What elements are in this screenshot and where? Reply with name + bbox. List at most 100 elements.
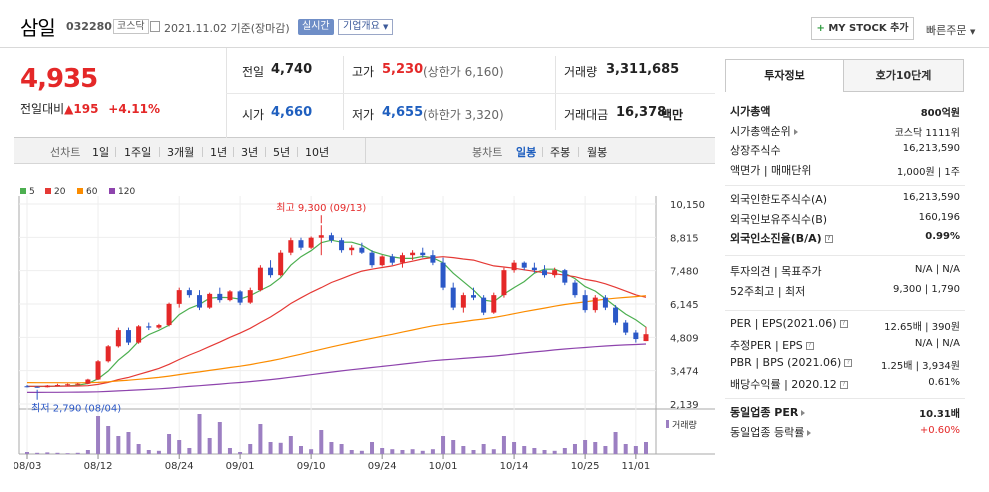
info-label: 추정PER | EPS?: [730, 337, 814, 353]
period-1y[interactable]: 1년: [210, 146, 228, 159]
volume-bar: [603, 446, 608, 454]
volume-bar: [278, 442, 283, 454]
volume-bar: [136, 444, 141, 454]
arrow-right-icon[interactable]: [793, 128, 798, 135]
volume-bar: [258, 424, 263, 454]
volume-bar: [146, 450, 151, 454]
volume-bar: [156, 450, 161, 454]
volume-bar: [542, 450, 547, 454]
candle-monthly[interactable]: 월봉: [587, 146, 608, 159]
candle-body: [298, 240, 304, 248]
divider: [115, 147, 116, 157]
amount-value: 16,378: [616, 105, 667, 120]
max-annotation: 최고 9,300 (09/13): [276, 202, 366, 214]
x-tick-label: 09/10: [297, 461, 326, 472]
stock-name: 삼일: [20, 16, 56, 40]
divider: [725, 185, 965, 186]
mystock-add-button[interactable]: + MY STOCK 추가: [811, 17, 914, 40]
chart-area[interactable]: 10,150 8,815 7,480 6,145 4,809 3,474 2,139 08/0…: [13, 164, 715, 488]
amount-label: 거래대금: [564, 108, 609, 122]
candle-body: [75, 383, 81, 385]
candle-body: [349, 247, 355, 251]
volume-bar: [288, 436, 293, 454]
high-value: 5,230: [382, 62, 424, 77]
corp-info-dropdown[interactable]: 기업개요 ▼: [338, 19, 394, 35]
price-chart[interactable]: 10,150 8,815 7,480 6,145 4,809 3,474 2,139 08/0…: [13, 164, 715, 488]
volume-bar: [207, 438, 212, 454]
candle-body: [582, 295, 588, 311]
candle-body: [136, 326, 142, 343]
divider: [725, 310, 965, 311]
min-annotation: 최저 2,790 (08/04): [31, 403, 121, 415]
ma-line-5: [26, 239, 647, 388]
candle-body: [450, 287, 456, 308]
divider: [725, 255, 965, 256]
info-label: 외국인소진율(B/A)?: [730, 230, 833, 246]
volume-bar: [55, 452, 60, 454]
help-icon[interactable]: ?: [824, 235, 833, 243]
candle-body: [592, 297, 598, 311]
y-tick-label: 8,815: [670, 233, 699, 244]
info-panel: 투자정보 호가10단계 시가총액 800억원 시가총액순위 코스닥 1111위 상장주식…: [725, 59, 965, 488]
prev-close-value: 4,740: [271, 62, 313, 77]
volume-bar: [410, 449, 415, 454]
candle-body: [602, 297, 608, 308]
period-5y[interactable]: 5년: [273, 146, 291, 159]
candle-body: [481, 297, 487, 313]
candle-body: [257, 267, 263, 291]
volume-bar: [532, 448, 537, 454]
period-1w[interactable]: 1주일: [124, 146, 152, 159]
realtime-button[interactable]: 실시간: [298, 19, 334, 35]
info-label: PER | EPS(2021.06)?: [730, 317, 848, 330]
candle-weekly[interactable]: 주봉: [550, 146, 571, 159]
legend-swatch: [20, 188, 26, 194]
amount-unit: 백만: [661, 108, 684, 122]
volume-bar: [501, 436, 506, 454]
info-value: +0.60%: [919, 424, 960, 436]
volume-bar: [613, 432, 618, 454]
volume-bar: [197, 414, 202, 454]
info-value: 0.99%: [925, 231, 960, 242]
volume-value: 3,311,685: [606, 62, 680, 77]
info-label: 외국인한도주식수(A): [730, 191, 827, 207]
candle-body: [207, 293, 213, 308]
y-tick-label: 4,809: [670, 333, 699, 344]
info-label-text: 동일업종 PER: [730, 406, 799, 419]
y-tick-label: 10,150: [670, 200, 705, 211]
candle-body: [562, 270, 568, 283]
candle-daily[interactable]: 일봉: [516, 146, 537, 159]
up-triangle-icon: ▲: [64, 102, 74, 116]
info-label-text: PBR | BPS (2021.06): [730, 356, 842, 369]
volume-bar: [238, 452, 243, 454]
period-3m[interactable]: 3개월: [167, 146, 195, 159]
info-label: PBR | BPS (2021.06)?: [730, 356, 853, 369]
help-icon[interactable]: ?: [839, 380, 848, 389]
volume-bar: [552, 450, 557, 454]
price-summary: [14, 48, 715, 138]
tab-invest-info[interactable]: 투자정보: [725, 59, 844, 92]
x-tick-label: 10/25: [571, 461, 600, 472]
volume-bar: [572, 444, 577, 454]
info-value: 160,196: [918, 211, 960, 223]
volume-bar: [339, 444, 344, 454]
tab-orderbook[interactable]: 호가10단계: [843, 59, 964, 92]
period-3y[interactable]: 3년: [241, 146, 259, 159]
help-icon[interactable]: ?: [844, 359, 853, 367]
market-badge: 코스닥: [113, 19, 149, 34]
period-1d[interactable]: 1일: [92, 146, 110, 159]
quick-order-link[interactable]: 빠른주문 ▼: [926, 22, 975, 38]
help-icon[interactable]: ?: [805, 341, 814, 350]
arrow-right-icon[interactable]: [807, 429, 812, 436]
info-label-text: 시가총액순위: [730, 124, 791, 138]
candle-body: [491, 295, 497, 313]
arrow-right-icon[interactable]: [801, 410, 806, 416]
period-10y[interactable]: 10년: [305, 146, 330, 159]
info-label: 시가총액: [730, 103, 770, 119]
y-tick-label: 7,480: [670, 267, 699, 278]
info-label-text: 시가총액: [730, 105, 771, 118]
volume-bar: [65, 453, 70, 454]
candle-body: [318, 235, 324, 238]
help-icon[interactable]: ?: [839, 320, 848, 328]
change-pct: +4.11%: [108, 102, 160, 116]
volume-bar: [126, 432, 131, 454]
